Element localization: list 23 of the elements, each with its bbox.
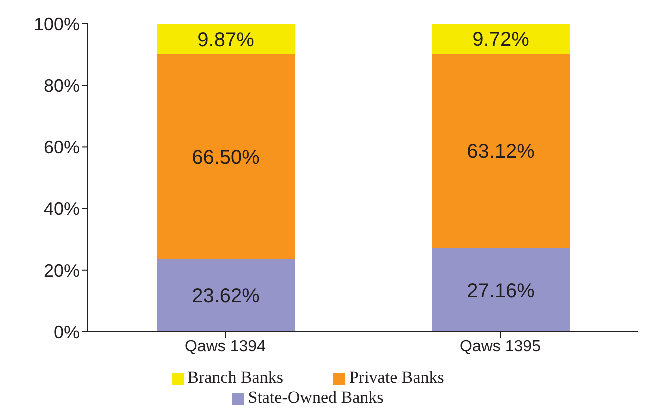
y-tick-label: 0% [54, 322, 80, 342]
y-tick-label: 40% [44, 199, 80, 220]
data-label: 66.50% [192, 146, 260, 169]
bar [432, 54, 570, 248]
y-tick-label: 80% [44, 76, 80, 96]
bar [432, 248, 570, 332]
legend-label: Branch Banks [188, 368, 284, 387]
data-label: 9.87% [198, 29, 255, 52]
x-tick-label: Qaws 1395 [460, 338, 542, 356]
legend-label: State-Owned Banks [248, 388, 384, 407]
bar [432, 24, 570, 54]
bar [157, 24, 295, 54]
y-tick-label: 100% [34, 14, 80, 34]
data-label: 9.72% [472, 29, 530, 52]
data-label: 27.16% [467, 280, 536, 302]
x-tick-label: Qaws 1394 [185, 338, 266, 356]
legend-label: Private Banks [349, 368, 444, 387]
bar [157, 54, 295, 260]
bar [157, 259, 295, 332]
data-label: 23.62% [192, 286, 260, 308]
data-label: 63.12% [467, 141, 536, 164]
y-tick-label: 20% [44, 260, 80, 281]
y-tick-label: 60% [44, 138, 80, 158]
